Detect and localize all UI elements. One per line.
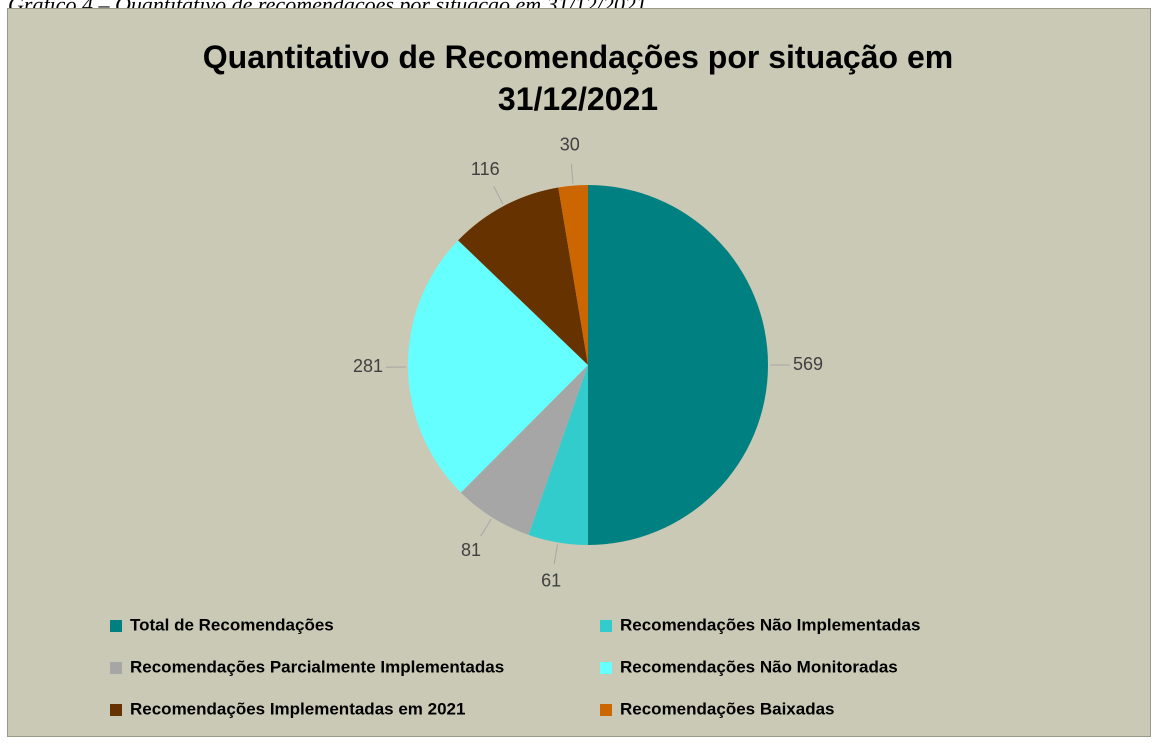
legend-swatch <box>600 620 612 632</box>
legend-label: Recomendações Não Implementadas <box>620 615 920 634</box>
legend-swatch <box>110 662 122 674</box>
legend-swatch <box>600 662 612 674</box>
chart-title: Quantitativo de Recomendações por situaç… <box>202 39 954 117</box>
legend-swatch <box>110 620 122 632</box>
data-label: 569 <box>793 354 823 374</box>
legend-label: Recomendações Não Monitoradas <box>620 657 898 676</box>
pie-slice <box>458 187 588 365</box>
legend-swatch <box>110 704 122 716</box>
pie-slice <box>558 185 588 365</box>
pie-slice <box>408 240 588 493</box>
legend-label: Recomendações Baixadas <box>620 699 835 718</box>
leader-line <box>493 186 504 205</box>
data-label: 281 <box>353 356 383 376</box>
data-label: 61 <box>541 571 561 591</box>
data-label: 81 <box>461 540 481 560</box>
pie-slice <box>460 365 588 535</box>
data-label: 30 <box>560 135 580 155</box>
data-label: 116 <box>471 159 500 179</box>
leader-line <box>480 518 492 537</box>
legend-label: Recomendações Implementadas em 2021 <box>130 699 465 718</box>
pie-slice <box>588 185 768 545</box>
legend-swatch <box>600 704 612 716</box>
leader-line <box>553 544 558 565</box>
leader-line <box>570 163 574 184</box>
legend-label: Total de Recomendações <box>130 615 334 634</box>
legend-label: Recomendações Parcialmente Implementadas <box>130 657 504 676</box>
pie-slice <box>528 365 588 545</box>
